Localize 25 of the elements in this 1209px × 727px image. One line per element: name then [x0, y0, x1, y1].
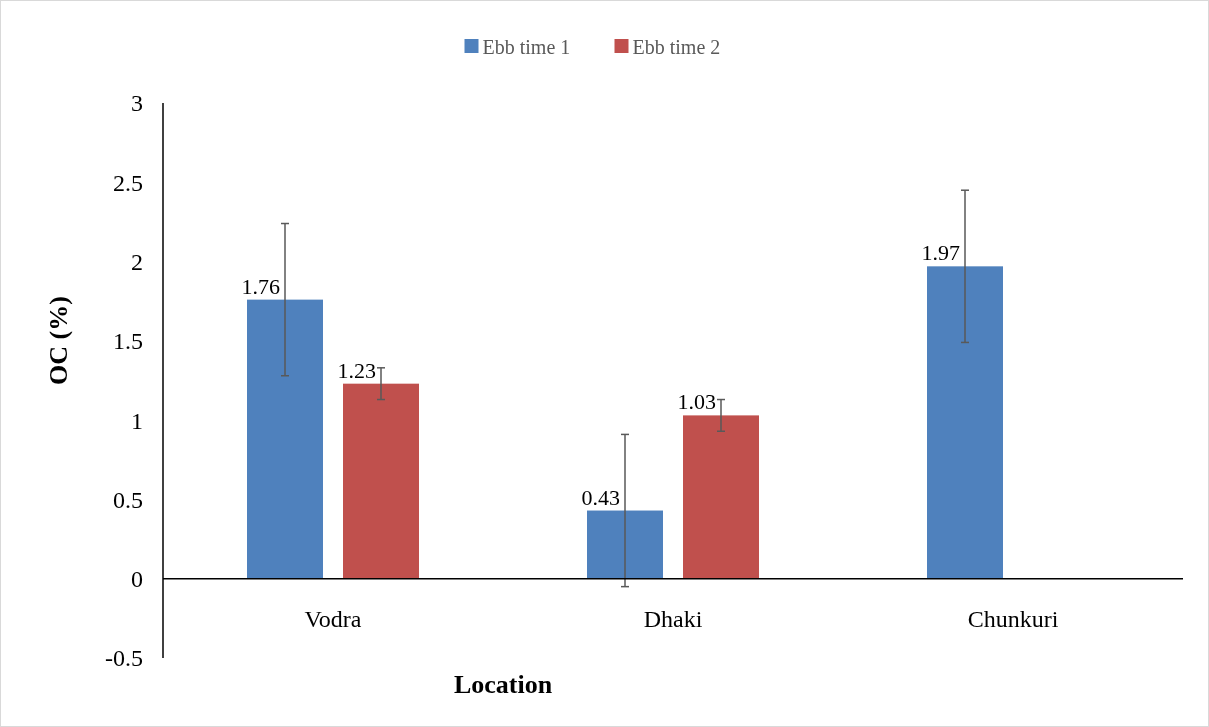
data-label: 1.76: [241, 273, 280, 299]
bar: [587, 510, 663, 579]
data-label: 1.03: [677, 389, 716, 415]
y-tick-label: 2: [131, 248, 143, 275]
y-tick-label: -0.5: [105, 645, 143, 672]
legend-label: Ebb time 1: [482, 36, 571, 58]
y-tick-label: 0.5: [113, 486, 143, 513]
y-tick-label: 3: [131, 90, 143, 117]
bar: [927, 266, 1003, 579]
x-axis-title: Location: [453, 670, 553, 699]
x-tick-label: Vodra: [304, 605, 362, 632]
y-tick-label: 0: [131, 566, 143, 593]
legend-label: Ebb time 2: [632, 36, 721, 58]
y-axis-title: OC (%): [44, 296, 73, 385]
bar: [683, 415, 759, 579]
y-tick-label: 2.5: [113, 169, 143, 196]
x-tick-label: Dhaki: [643, 605, 703, 632]
bar: [247, 299, 323, 579]
data-label: 0.43: [581, 484, 620, 510]
data-label: 1.23: [337, 357, 376, 383]
x-tick-label: Chunkuri: [967, 605, 1059, 632]
y-tick-label: 1: [131, 407, 143, 434]
bar: [343, 383, 419, 579]
data-label: 1.97: [921, 240, 960, 266]
y-tick-label: 1.5: [113, 328, 143, 355]
